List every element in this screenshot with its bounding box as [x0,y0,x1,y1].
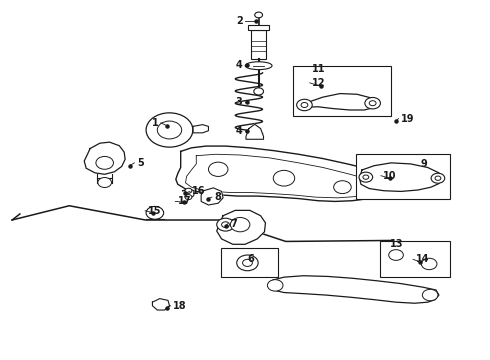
Circle shape [185,188,192,193]
Polygon shape [152,298,170,310]
Polygon shape [201,188,223,205]
Circle shape [237,255,258,271]
Circle shape [185,195,192,200]
Polygon shape [183,189,194,199]
Text: 14: 14 [416,254,429,264]
Polygon shape [84,142,125,174]
Circle shape [254,88,264,95]
Polygon shape [217,210,266,244]
Bar [220,248,278,277]
Circle shape [421,258,437,270]
Text: 13: 13 [390,239,404,249]
Text: 5: 5 [137,158,144,168]
Polygon shape [246,124,264,139]
Text: 15: 15 [147,206,161,216]
Bar [293,66,391,116]
Text: 4: 4 [236,60,243,70]
Circle shape [369,101,376,106]
Circle shape [365,98,380,109]
Text: 12: 12 [312,78,326,88]
Text: 2: 2 [236,16,243,26]
Circle shape [146,113,193,147]
Text: 6: 6 [247,254,254,264]
Circle shape [157,121,182,139]
Circle shape [208,162,228,176]
Circle shape [435,176,441,180]
Polygon shape [193,125,208,133]
Circle shape [422,289,438,301]
Text: 8: 8 [214,192,221,202]
Circle shape [363,175,369,179]
Text: 9: 9 [420,158,427,168]
Polygon shape [269,276,439,303]
Ellipse shape [245,62,272,69]
Circle shape [268,280,283,291]
Circle shape [243,259,252,266]
Text: 3: 3 [236,97,243,107]
Text: 1: 1 [151,118,158,128]
Text: 7: 7 [230,219,237,229]
Text: 16: 16 [193,186,206,197]
Circle shape [96,157,114,169]
Text: 4: 4 [236,126,243,136]
Polygon shape [301,94,376,110]
Bar [251,30,267,59]
Circle shape [221,222,229,228]
Text: 10: 10 [383,171,397,181]
Text: 17: 17 [178,197,191,206]
Polygon shape [176,146,396,202]
Circle shape [301,103,308,108]
Circle shape [389,249,403,260]
Bar [248,25,270,30]
Circle shape [431,173,445,183]
Circle shape [230,217,250,232]
Bar [356,154,450,199]
Circle shape [217,218,234,231]
Circle shape [296,99,312,111]
Circle shape [255,12,263,18]
Circle shape [273,170,294,186]
Text: 19: 19 [401,113,415,123]
Bar [380,241,450,277]
Text: 11: 11 [312,64,326,73]
Circle shape [359,172,373,182]
Circle shape [146,206,164,219]
Polygon shape [360,163,442,192]
Circle shape [334,181,351,194]
Circle shape [98,177,112,188]
Text: 18: 18 [173,301,187,311]
